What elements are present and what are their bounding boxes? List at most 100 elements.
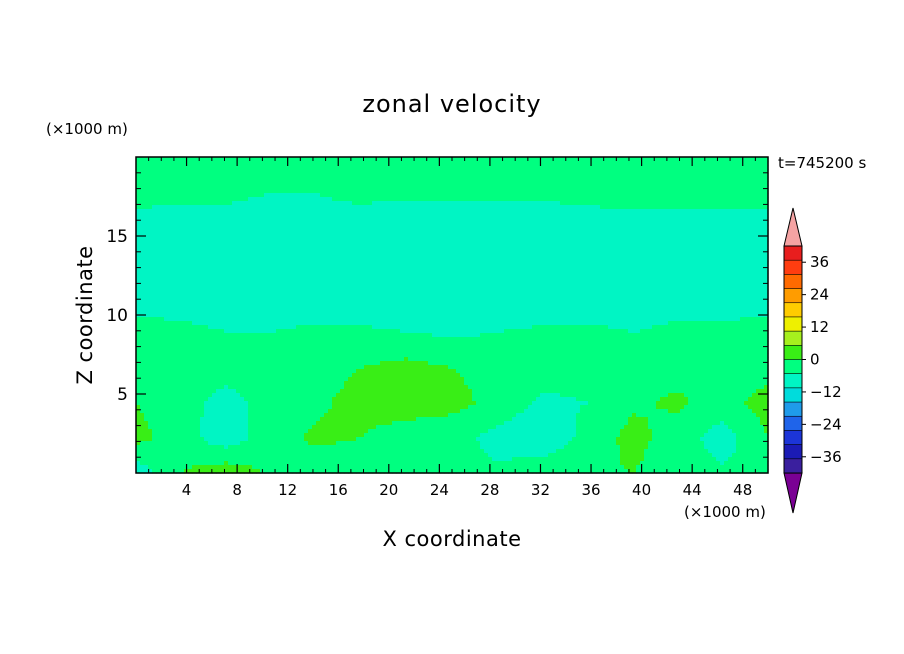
- field-cell: [420, 213, 425, 218]
- field-cell: [380, 193, 385, 198]
- field-cell: [720, 221, 725, 226]
- field-cell: [396, 213, 401, 218]
- field-cell: [392, 169, 397, 174]
- field-cell: [316, 173, 321, 178]
- field-cell: [624, 165, 629, 170]
- field-cell: [368, 157, 373, 162]
- field-cell: [448, 257, 453, 262]
- field-cell: [452, 241, 457, 246]
- field-cell: [364, 257, 369, 262]
- field-cell: [352, 269, 357, 274]
- field-cell: [216, 197, 221, 202]
- field-cell: [324, 201, 329, 206]
- field-cell: [212, 237, 217, 242]
- y-unit-label: (×1000 m): [46, 120, 128, 138]
- field-cell: [576, 205, 581, 210]
- field-cell: [484, 281, 489, 286]
- field-cell: [624, 157, 629, 162]
- field-cell: [656, 217, 661, 222]
- field-cell: [444, 197, 449, 202]
- field-cell: [608, 253, 613, 258]
- field-cell: [152, 225, 157, 230]
- field-cell: [160, 169, 165, 174]
- field-cell: [376, 257, 381, 262]
- field-cell: [556, 265, 561, 270]
- field-cell: [620, 225, 625, 230]
- field-cell: [708, 181, 713, 186]
- field-cell: [156, 197, 161, 202]
- field-cell: [564, 245, 569, 250]
- field-cell: [392, 249, 397, 254]
- field-cell: [572, 233, 577, 238]
- field-cell: [520, 189, 525, 194]
- field-cell: [524, 165, 529, 170]
- field-cell: [328, 233, 333, 238]
- field-cell: [732, 157, 737, 162]
- field-cell: [384, 245, 389, 250]
- field-cell: [204, 233, 209, 238]
- field-cell: [736, 269, 741, 274]
- field-cell: [336, 205, 341, 210]
- field-cell: [596, 193, 601, 198]
- field-cell: [236, 265, 241, 270]
- field-cell: [388, 213, 393, 218]
- field-cell: [600, 273, 605, 278]
- field-cell: [608, 249, 613, 254]
- field-cell: [732, 241, 737, 246]
- field-cell: [696, 273, 701, 278]
- field-cell: [588, 157, 593, 162]
- field-cell: [532, 213, 537, 218]
- field-cell: [756, 225, 761, 230]
- field-cell: [288, 265, 293, 270]
- field-cell: [584, 221, 589, 226]
- field-cell: [676, 193, 681, 198]
- field-cell: [376, 237, 381, 242]
- field-cell: [492, 269, 497, 274]
- field-cell: [216, 245, 221, 250]
- field-cell: [144, 257, 149, 262]
- field-cell: [152, 197, 157, 202]
- field-cell: [500, 181, 505, 186]
- field-cell: [224, 269, 229, 274]
- field-cell: [640, 261, 645, 266]
- field-cell: [716, 265, 721, 270]
- field-cell: [576, 165, 581, 170]
- field-cell: [272, 229, 277, 234]
- field-cell: [680, 261, 685, 266]
- field-cell: [760, 261, 765, 266]
- field-cell: [364, 253, 369, 258]
- field-cell: [212, 249, 217, 254]
- field-cell: [232, 217, 237, 222]
- field-cell: [740, 209, 745, 214]
- field-cell: [144, 221, 149, 226]
- field-cell: [336, 189, 341, 194]
- field-cell: [680, 205, 685, 210]
- field-cell: [564, 197, 569, 202]
- field-cell: [716, 201, 721, 206]
- field-cell: [244, 201, 249, 206]
- field-cell: [320, 233, 325, 238]
- field-cell: [212, 229, 217, 234]
- field-cell: [624, 221, 629, 226]
- field-cell: [336, 233, 341, 238]
- field-cell: [156, 249, 161, 254]
- field-cell: [752, 233, 757, 238]
- field-cell: [736, 209, 741, 214]
- field-cell: [704, 241, 709, 246]
- field-cell: [664, 185, 669, 190]
- field-cell: [700, 277, 705, 282]
- field-cell: [556, 205, 561, 210]
- field-cell: [528, 249, 533, 254]
- field-cell: [496, 261, 501, 266]
- field-cell: [540, 237, 545, 242]
- field-cell: [220, 245, 225, 250]
- field-cell: [688, 201, 693, 206]
- field-cell: [748, 233, 753, 238]
- field-cell: [448, 201, 453, 206]
- field-cell: [640, 241, 645, 246]
- field-cell: [396, 165, 401, 170]
- field-cell: [344, 169, 349, 174]
- field-cell: [676, 197, 681, 202]
- field-cell: [376, 213, 381, 218]
- field-cell: [696, 157, 701, 162]
